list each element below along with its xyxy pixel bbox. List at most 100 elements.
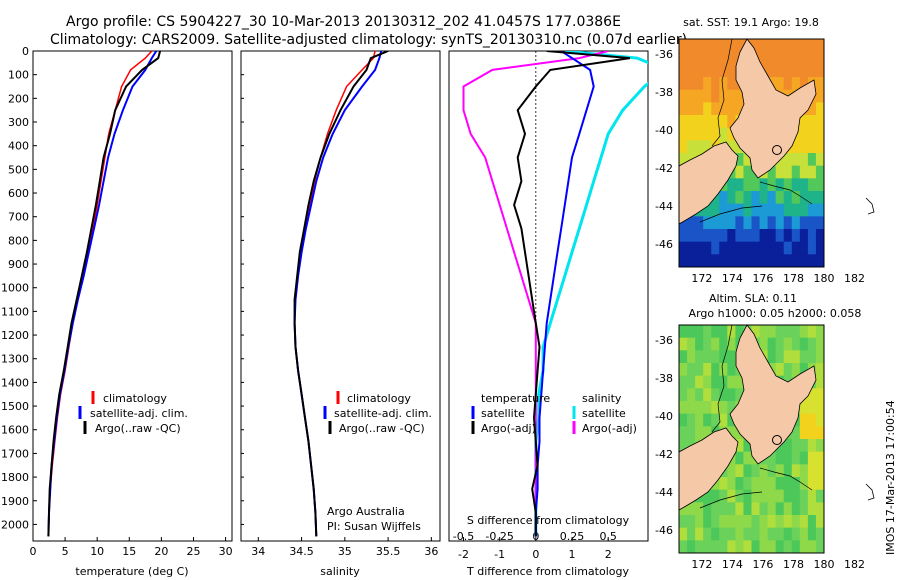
sst-lon-ticks: 172 174 176 178 180 182 <box>691 272 865 285</box>
lat-tick-label: -42 <box>655 448 673 461</box>
depth-tick-label: 700 <box>8 211 29 224</box>
difference-legend: temperature satellite Argo(-adj) salinit… <box>471 392 637 435</box>
legend-label-sargo: Argo(-adj) <box>582 422 637 435</box>
header-line2: Climatology: CARS2009. Satellite-adjuste… <box>50 32 687 48</box>
sla-map-frame <box>678 324 825 554</box>
x-tick-label: 35.5 <box>376 545 401 558</box>
lat-tick-label: -36 <box>655 48 673 61</box>
depth-tick-label: 100 <box>8 69 29 82</box>
legend-label-targo: Argo(-adj) <box>481 422 536 435</box>
lat-tick-label: -40 <box>655 410 673 423</box>
sla-land-south-island <box>679 427 739 511</box>
salinity-legend: climatology satellite-adj. clim. Argo(..… <box>323 391 432 435</box>
sdiff-xlabel: S difference from climatology <box>467 514 630 527</box>
sst-map-frame <box>678 38 825 268</box>
sla-map: Altim. SLA: 0.11 Argo h1000: 0.05 h2000:… <box>655 292 875 571</box>
lon-tick-label: 180 <box>814 558 835 571</box>
x-tick-label: 20 <box>154 545 168 558</box>
lat-tick-label: -38 <box>655 372 673 385</box>
lat-tick-label: -46 <box>655 238 673 251</box>
salinity-axes-box <box>240 50 441 542</box>
x-tick-label: 5 <box>62 545 69 558</box>
sst-profile-marker <box>772 145 782 155</box>
lat-tick-label: -40 <box>655 124 673 137</box>
sst-map: sat. SST: 19.1 Argo: 19.8 172 174 176 178 18… <box>655 16 875 285</box>
difference-panel: -2 -1 0 1 2 -0.5 -0.25 0 0.25 0.5 temperature sa… <box>448 50 649 578</box>
temperature-axes-box <box>32 50 233 542</box>
depth-tick-label: 500 <box>8 163 29 176</box>
lon-tick-label: 178 <box>783 558 804 571</box>
depth-tick-label: 1800 <box>1 471 29 484</box>
header-line1: Argo profile: CS 5904227_30 10-Mar-2013 … <box>66 14 621 30</box>
depth-tick-label: 1300 <box>1 353 29 366</box>
sla-lon-ticks: 172 174 176 178 180 182 <box>691 558 865 571</box>
sla-profile-marker <box>772 435 782 445</box>
x-tick-label: 34 <box>251 545 265 558</box>
depth-tick-label: 1100 <box>1 305 29 318</box>
depth-tick-label: 2000 <box>1 518 29 531</box>
depth-tick-label: 300 <box>8 116 29 129</box>
tdiff-argo-line <box>513 51 631 537</box>
temperature-xlabel: temperature (deg C) <box>75 565 188 578</box>
x-tick-label: 0 <box>30 545 37 558</box>
sst-land-north-island <box>729 39 817 179</box>
difference-axes-box <box>448 50 649 542</box>
sst-contour <box>699 39 813 223</box>
depth-tick-label: 1600 <box>1 424 29 437</box>
credit-line2: PI: Susan Wijffels <box>327 520 421 533</box>
lat-tick-label: -46 <box>655 524 673 537</box>
temperature-panel: 0100200300400500600700800900100011001200… <box>1 45 233 578</box>
sst-lat-ticks: -36 -38 -40 -42 -44 -46 <box>655 48 673 251</box>
tdiff-satellite-line <box>534 51 595 537</box>
s-tick-label: -0.25 <box>485 530 513 543</box>
depth-tick-label: 600 <box>8 187 29 200</box>
legend-label-clim: climatology <box>103 392 167 405</box>
temperature-tick-labels: 0 5 10 15 20 25 30 <box>30 537 233 558</box>
salinity-tick-labels: 34 34.5 35 35.5 36 <box>251 537 438 558</box>
tdiff-xlabel: T difference from climatology <box>466 565 629 578</box>
lon-tick-label: 180 <box>814 272 835 285</box>
depth-tick-labels: 0 100 200 300 400 500 600 700 800 900 1000 1100 1200… <box>1 45 37 531</box>
x-tick-label: 25 <box>186 545 200 558</box>
timestamp-stamp: IMOS 17-Mar-2013 17:00:54 <box>884 400 897 555</box>
depth-tick-label: 900 <box>8 258 29 271</box>
x-tick-label: 2 <box>605 548 612 561</box>
depth-tick-label: 1400 <box>1 376 29 389</box>
salinity-xlabel: salinity <box>320 565 360 578</box>
sst-land-south-island <box>679 141 739 225</box>
sla-lat-ticks: -36 -38 -40 -42 -44 -46 <box>655 334 673 537</box>
sst-map-title: sat. SST: 19.1 Argo: 19.8 <box>683 16 819 29</box>
legend-label-argo: Argo(..raw -QC) <box>95 422 181 435</box>
x-tick-label: -2 <box>458 548 469 561</box>
x-tick-label: 36 <box>424 545 438 558</box>
sla-map-title1: Altim. SLA: 0.11 <box>709 292 797 305</box>
sla-map-title2: Argo h1000: 0.05 h2000: 0.058 <box>689 307 862 320</box>
x-tick-label: 10 <box>90 545 104 558</box>
legend-label-ssat: satellite <box>582 407 626 420</box>
lon-tick-label: 182 <box>844 272 865 285</box>
tdiff-tick-labels: -2 -1 0 1 2 <box>458 537 612 561</box>
depth-tick-label: 400 <box>8 140 29 153</box>
x-tick-label: -1 <box>494 548 505 561</box>
lon-tick-label: 182 <box>844 558 865 571</box>
lat-tick-label: -36 <box>655 334 673 347</box>
depth-tick-label: 1200 <box>1 329 29 342</box>
temperature-argo-line <box>47 51 162 537</box>
depth-tick-label: 1500 <box>1 400 29 413</box>
temperature-legend: climatology satellite-adj. clim. Argo(..… <box>78 391 188 435</box>
depth-tick-label: 0 <box>22 45 29 58</box>
sla-contour <box>699 325 813 509</box>
x-tick-label: 30 <box>219 545 233 558</box>
legend-label-clim: climatology <box>347 392 411 405</box>
x-tick-label: 35 <box>338 545 352 558</box>
salinity-argo-line <box>293 51 389 537</box>
legend-title-temperature: temperature <box>481 392 550 405</box>
depth-tick-label: 800 <box>8 234 29 247</box>
depth-tick-label: 1700 <box>1 447 29 460</box>
lon-tick-label: 176 <box>752 272 773 285</box>
legend-label-sat: satellite-adj. clim. <box>90 407 188 420</box>
depth-tick-label: 200 <box>8 92 29 105</box>
x-tick-label: 34.5 <box>289 545 314 558</box>
legend-label-sat: satellite-adj. clim. <box>334 407 432 420</box>
lon-tick-label: 174 <box>722 558 743 571</box>
